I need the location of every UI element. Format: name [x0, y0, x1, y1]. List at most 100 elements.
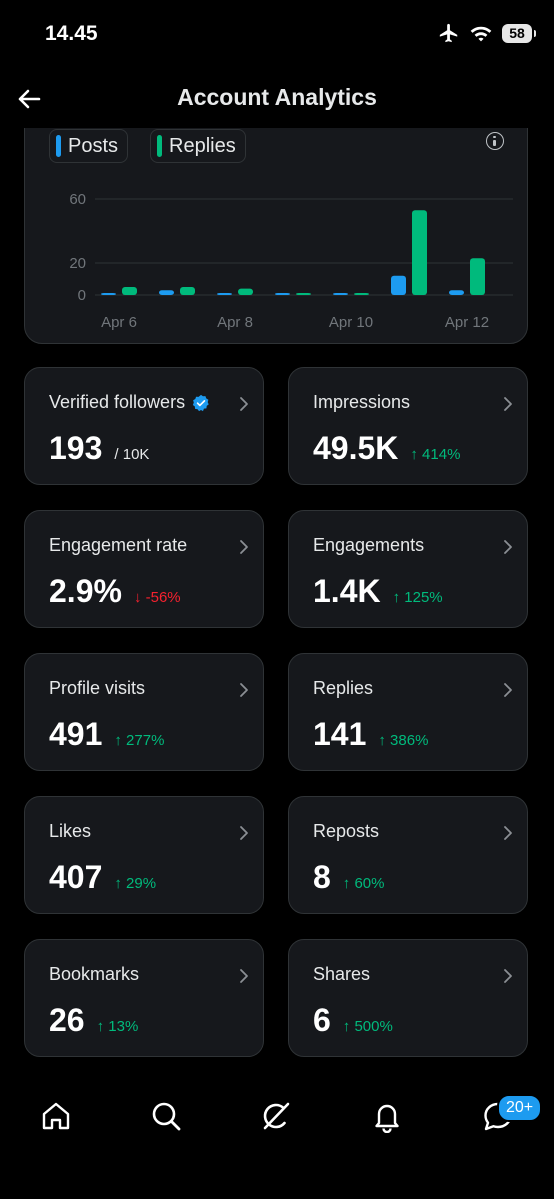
- bar-replies-apr-12[interactable]: [470, 258, 485, 295]
- bar-posts-apr-10[interactable]: [333, 293, 348, 295]
- metric-tile-likes[interactable]: Likes 407 ↑ 29%: [24, 796, 264, 914]
- metric-tile-bookmarks[interactable]: Bookmarks 26 ↑ 13%: [24, 939, 264, 1057]
- legend-replies[interactable]: Replies: [150, 129, 246, 163]
- metric-value-row: 193 / 10K: [49, 430, 149, 467]
- notifications-icon: [375, 1104, 399, 1133]
- metric-label-text: Impressions: [313, 392, 411, 412]
- metric-label-text: Engagement rate: [49, 535, 188, 555]
- metric-label-text: Replies: [313, 678, 374, 698]
- wifi-icon: [470, 26, 492, 42]
- metric-value: 8: [313, 859, 331, 895]
- metric-label-text: Profile visits: [49, 678, 146, 698]
- metric-value-row: 2.9% ↓ -56%: [49, 573, 181, 610]
- chevron-right-icon: [504, 683, 512, 697]
- metric-label-text: Reposts: [313, 821, 380, 841]
- metric-value: 141: [313, 716, 367, 752]
- legend-posts-label: Posts: [68, 134, 119, 157]
- metric-tile-impressions[interactable]: Impressions 49.5K ↑ 414%: [288, 367, 528, 485]
- metric-tile-engagement-rate[interactable]: Engagement rate 2.9% ↓ -56%: [24, 510, 264, 628]
- bar-replies-apr-7[interactable]: [180, 287, 195, 295]
- metric-value-row: 8 ↑ 60%: [313, 859, 385, 896]
- metric-value: 2.9%: [49, 573, 122, 609]
- metric-tile-replies[interactable]: Replies 141 ↑ 386%: [288, 653, 528, 771]
- status-time: 14.45: [45, 22, 98, 45]
- chevron-right-icon: [504, 826, 512, 840]
- bar-posts-apr-12[interactable]: [449, 290, 464, 295]
- metric-value: 49.5K: [313, 430, 399, 466]
- bar-replies-apr-11[interactable]: [412, 210, 427, 295]
- metric-value-row: 491 ↑ 277%: [49, 716, 164, 753]
- nav-notifications[interactable]: [365, 1094, 409, 1138]
- header: Account Analytics: [0, 70, 554, 128]
- metric-change: ↑ 60%: [342, 875, 385, 892]
- status-icons: 58: [438, 22, 536, 44]
- metric-label-text: Engagements: [313, 535, 425, 555]
- verified-badge-icon: [192, 394, 209, 411]
- chevron-right-icon: [504, 397, 512, 411]
- metric-value-row: 141 ↑ 386%: [313, 716, 428, 753]
- metric-change: ↑ 125%: [392, 589, 443, 606]
- nav-search[interactable]: [144, 1094, 188, 1138]
- bar-posts-apr-6[interactable]: [101, 293, 116, 295]
- metric-change: ↓ -56%: [133, 589, 181, 606]
- metric-label: Engagements: [313, 535, 424, 556]
- metric-value-row: 6 ↑ 500%: [313, 1002, 393, 1039]
- metric-tile-profile-visits[interactable]: Profile visits 491 ↑ 277%: [24, 653, 264, 771]
- bar-posts-apr-11[interactable]: [391, 275, 406, 295]
- metric-label: Replies: [313, 678, 373, 699]
- airplane-icon: [439, 23, 458, 43]
- metric-label-text: Verified followers: [49, 392, 186, 412]
- x-tick-label: Apr 10: [329, 314, 373, 331]
- metric-tile-verified-followers[interactable]: Verified followers 193 / 10K: [24, 367, 264, 485]
- info-icon[interactable]: [486, 132, 504, 150]
- messages-badge: 20+: [497, 1094, 543, 1122]
- bar-replies-apr-9[interactable]: [296, 293, 311, 295]
- metric-label: Reposts: [313, 821, 379, 842]
- metric-value: 407: [49, 859, 103, 895]
- nav-grok[interactable]: [254, 1094, 298, 1138]
- metric-value: 6: [313, 1002, 331, 1038]
- legend-posts-swatch: [56, 135, 61, 157]
- metric-tile-reposts[interactable]: Reposts 8 ↑ 60%: [288, 796, 528, 914]
- chevron-right-icon: [240, 969, 248, 983]
- x-tick-label: Apr 6: [101, 314, 137, 331]
- bar-replies-apr-6[interactable]: [122, 287, 137, 295]
- metric-value: 193: [49, 430, 103, 466]
- chevron-right-icon: [240, 683, 248, 697]
- bar-posts-apr-8[interactable]: [217, 293, 232, 295]
- metric-limit: / 10K: [114, 446, 150, 463]
- bar-posts-apr-9[interactable]: [275, 293, 290, 295]
- metric-tile-shares[interactable]: Shares 6 ↑ 500%: [288, 939, 528, 1057]
- y-tick-label: 20: [69, 255, 86, 272]
- chevron-right-icon: [240, 540, 248, 554]
- bottom-nav: 20+: [0, 1080, 554, 1199]
- metric-label: Profile visits: [49, 678, 145, 699]
- bar-replies-apr-10[interactable]: [354, 293, 369, 295]
- chart-card: 60 20 0 Apr 6 Apr 8 Apr 10 Apr 12 Posts Replie…: [24, 110, 528, 344]
- metric-value-row: 49.5K ↑ 414%: [313, 430, 460, 467]
- metric-label: Impressions: [313, 392, 410, 413]
- metric-change: ↑ 277%: [114, 732, 165, 749]
- metric-label: Bookmarks: [49, 964, 139, 985]
- metric-change: ↑ 13%: [96, 1018, 139, 1035]
- grok-icon: [263, 1102, 290, 1130]
- bar-posts-apr-7[interactable]: [159, 290, 174, 295]
- metric-change: ↑ 414%: [410, 446, 461, 463]
- home-icon: [42, 1102, 70, 1130]
- metric-change: ↑ 500%: [342, 1018, 393, 1035]
- chevron-right-icon: [240, 397, 248, 411]
- page-title: Account Analytics: [177, 84, 377, 110]
- metric-tile-engagements[interactable]: Engagements 1.4K ↑ 125%: [288, 510, 528, 628]
- metric-value-row: 1.4K ↑ 125%: [313, 573, 443, 610]
- nav-home[interactable]: [34, 1094, 78, 1138]
- chevron-right-icon: [504, 969, 512, 983]
- metric-label-text: Bookmarks: [49, 964, 140, 984]
- bar-replies-apr-8[interactable]: [238, 288, 253, 295]
- legend-replies-label: Replies: [169, 134, 236, 157]
- back-arrow-icon[interactable]: [14, 84, 44, 114]
- metric-value: 491: [49, 716, 103, 752]
- activity-bar-chart: 60 20 0 Apr 6 Apr 8 Apr 10 Apr 12: [69, 191, 513, 331]
- metric-value-row: 26 ↑ 13%: [49, 1002, 138, 1039]
- metric-label: Engagement rate: [49, 535, 187, 556]
- legend-posts[interactable]: Posts: [49, 129, 129, 163]
